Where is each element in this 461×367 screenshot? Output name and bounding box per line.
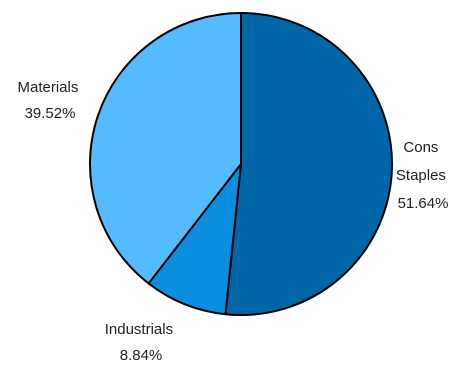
label-industrials-line-1: Industrials bbox=[105, 321, 173, 338]
pie-slices bbox=[89, 12, 393, 316]
pie-slice-cons-staples bbox=[224, 12, 393, 316]
pie-slice-materials bbox=[89, 12, 242, 285]
pie-slice-industrials bbox=[147, 163, 242, 316]
label-materials: Materials 39.52% bbox=[17, 79, 82, 122]
label-cons-staples-line-3: 51.64% bbox=[398, 195, 449, 212]
label-cons-staples: Cons Staples 51.64% bbox=[396, 139, 450, 212]
label-materials-line-2: 39.52% bbox=[25, 105, 76, 122]
pie-labels: Cons Staples 51.64% Industrials 8.84% Ma… bbox=[17, 79, 450, 364]
label-cons-staples-line-2: Staples bbox=[396, 167, 446, 184]
label-materials-line-1: Materials bbox=[17, 79, 78, 96]
label-industrials: Industrials 8.84% bbox=[105, 321, 178, 364]
label-cons-staples-line-1: Cons bbox=[403, 139, 438, 156]
label-industrials-line-2: 8.84% bbox=[120, 347, 163, 364]
